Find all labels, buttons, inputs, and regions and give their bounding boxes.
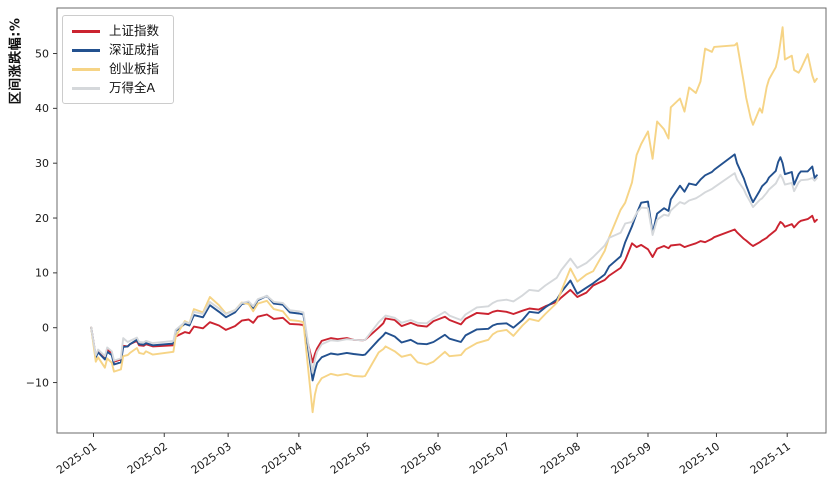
x-tick-label: 2025-11 bbox=[748, 440, 793, 477]
legend-label-shenzheng: 深证成指 bbox=[109, 42, 160, 58]
legend-swatch-shangzheng bbox=[72, 30, 100, 33]
x-tick-label: 2025-09 bbox=[609, 440, 654, 477]
legend: 上证指数 深证成指 创业板指 万得全A bbox=[62, 15, 174, 104]
legend-label-windquana: 万得全A bbox=[109, 80, 156, 96]
series-line-1 bbox=[90, 153, 818, 382]
y-tick-label: 0 bbox=[42, 322, 49, 335]
y-tick-label: 30 bbox=[35, 157, 49, 170]
series-line-3 bbox=[90, 172, 818, 374]
legend-label-chuangyeban: 创业板指 bbox=[109, 61, 160, 77]
y-axis-title: 区间涨跌幅:% bbox=[8, 17, 24, 105]
legend-swatch-windquana bbox=[72, 87, 100, 90]
y-tick-label: 10 bbox=[35, 267, 49, 280]
legend-swatch-shenzheng bbox=[72, 49, 100, 52]
x-tick-label: 2025-01 bbox=[54, 440, 99, 477]
x-tick-label: 2025-07 bbox=[467, 440, 512, 477]
y-tick-label: −10 bbox=[26, 376, 49, 389]
legend-item-chuangyeban: 创业板指 bbox=[72, 60, 164, 79]
x-tick-label: 2025-08 bbox=[538, 440, 583, 477]
legend-item-shangzheng: 上证指数 bbox=[72, 22, 164, 41]
x-tick-label: 2025-05 bbox=[328, 440, 373, 477]
y-tick-label: 20 bbox=[35, 212, 49, 225]
y-tick-label: 40 bbox=[35, 102, 49, 115]
series-line-0 bbox=[90, 214, 818, 364]
legend-item-shenzheng: 深证成指 bbox=[72, 41, 164, 60]
x-tick-label: 2025-04 bbox=[259, 440, 304, 477]
legend-item-windquana: 万得全A bbox=[72, 79, 164, 98]
legend-label-shangzheng: 上证指数 bbox=[109, 23, 160, 39]
legend-swatch-chuangyeban bbox=[72, 68, 100, 71]
series-line-2 bbox=[90, 26, 818, 414]
x-tick-label: 2025-02 bbox=[125, 440, 170, 477]
y-tick-label: 50 bbox=[35, 47, 49, 60]
x-tick-label: 2025-03 bbox=[189, 440, 234, 477]
x-tick-label: 2025-06 bbox=[399, 440, 444, 477]
x-tick-label: 2025-10 bbox=[677, 440, 722, 477]
plot-border bbox=[56, 7, 827, 434]
